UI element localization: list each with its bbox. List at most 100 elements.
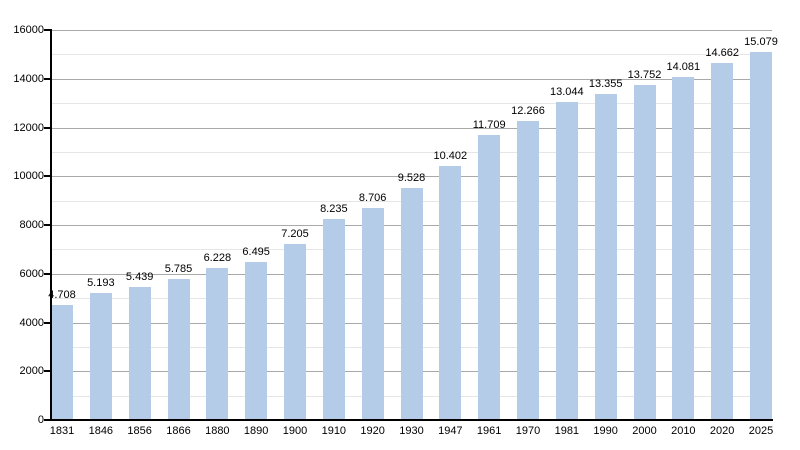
x-axis-tick-label: 1866 bbox=[166, 425, 191, 437]
bar-group-1856: 5.439 bbox=[125, 30, 154, 420]
y-axis-tick bbox=[44, 175, 50, 178]
bar-group-1846: 5.193 bbox=[87, 30, 115, 420]
bar bbox=[167, 279, 190, 420]
y-axis-line bbox=[50, 29, 52, 420]
y-axis-tick bbox=[44, 126, 50, 129]
bar-value-label: 8.235 bbox=[320, 203, 348, 215]
y-axis-tick bbox=[44, 224, 50, 226]
bar bbox=[517, 121, 539, 420]
bar-value-label: 13.752 bbox=[627, 69, 662, 81]
bar-group-1961: 11.709 bbox=[473, 30, 506, 420]
bar-group-1880: 6.228 bbox=[204, 30, 231, 420]
bar-group-1890: 6.495 bbox=[242, 30, 270, 420]
bar bbox=[361, 208, 384, 420]
bar-group-1910: 8.235 bbox=[320, 30, 348, 420]
y-axis-tick-label: 8000 bbox=[19, 219, 44, 231]
x-axis-tick-label: 1920 bbox=[360, 425, 385, 437]
bar-group-1970: 12.266 bbox=[511, 30, 545, 420]
bar-value-label: 8.706 bbox=[358, 192, 387, 204]
y-axis-tick-label: 0 bbox=[37, 414, 44, 426]
bar bbox=[555, 102, 578, 420]
bar-value-label: 11.709 bbox=[472, 119, 506, 131]
x-axis-tick-label: 1961 bbox=[476, 425, 502, 437]
x-axis-tick-label: 2020 bbox=[709, 425, 735, 437]
x-axis-tick-label: 2010 bbox=[671, 425, 696, 437]
bar-group-1930: 9.528 bbox=[397, 30, 426, 420]
x-axis-tick-label: 1910 bbox=[321, 425, 347, 437]
bar-value-label: 10.402 bbox=[433, 150, 468, 162]
x-axis-tick-label: 2025 bbox=[748, 425, 774, 437]
y-axis-tick-label: 2000 bbox=[19, 365, 44, 378]
bar-group-1866: 5.785 bbox=[164, 30, 193, 420]
bar-value-label: 5.439 bbox=[125, 271, 154, 283]
bar bbox=[633, 85, 656, 420]
bar bbox=[284, 244, 306, 420]
bar-group-1990: 13.355 bbox=[589, 30, 622, 420]
minor-gridline bbox=[51, 151, 772, 153]
y-axis-tick bbox=[44, 29, 50, 31]
bar-value-label: 4.708 bbox=[48, 289, 76, 301]
bar-group-1947: 10.402 bbox=[434, 30, 467, 420]
major-gridline bbox=[51, 30, 772, 31]
bar bbox=[206, 268, 229, 420]
bar-value-label: 13.355 bbox=[588, 78, 623, 90]
x-axis-tick-label: 1990 bbox=[593, 425, 618, 437]
bar-value-label: 9.528 bbox=[397, 172, 426, 184]
bar bbox=[711, 63, 734, 420]
x-axis-tick-label: 1900 bbox=[282, 425, 308, 437]
bar bbox=[245, 262, 268, 420]
major-gridline bbox=[51, 78, 772, 80]
bar bbox=[89, 293, 112, 420]
bar-group-2025: 15.079 bbox=[744, 30, 778, 420]
bar bbox=[128, 287, 151, 420]
minor-gridline bbox=[51, 103, 772, 105]
bar-group-1900: 7.205 bbox=[281, 30, 309, 420]
bar-value-label: 5.785 bbox=[164, 263, 193, 275]
x-axis-tick-label: 1970 bbox=[515, 425, 541, 437]
bar-group-1831: 4.708 bbox=[48, 30, 76, 420]
bar bbox=[51, 305, 73, 420]
y-axis-tick bbox=[44, 419, 50, 421]
x-axis-tick-label: 1846 bbox=[88, 425, 114, 437]
y-axis-tick-label: 10000 bbox=[13, 170, 44, 183]
bar-group-2000: 13.752 bbox=[628, 30, 661, 420]
y-axis-tick bbox=[44, 321, 50, 324]
bar-group-1920: 8.706 bbox=[358, 30, 387, 420]
y-axis-tick-label: 16000 bbox=[13, 24, 44, 36]
plot-area: 4.708 5.193 5.439 5.785 6.228 6.495 7.205 8.235… bbox=[48, 30, 778, 421]
x-axis-tick-label: 1856 bbox=[127, 425, 152, 437]
major-gridline bbox=[51, 176, 772, 178]
x-axis-tick-label: 1890 bbox=[243, 425, 269, 437]
bar-value-label: 14.081 bbox=[666, 61, 701, 73]
x-axis-tick-label: 2000 bbox=[632, 425, 657, 437]
bar bbox=[400, 188, 423, 420]
x-axis-tick-label: 1831 bbox=[49, 425, 75, 437]
bar-value-label: 6.495 bbox=[242, 246, 270, 258]
x-axis-line bbox=[50, 419, 773, 421]
bar-value-label: 7.205 bbox=[281, 228, 309, 240]
bar-value-label: 15.079 bbox=[744, 36, 778, 48]
bar bbox=[594, 94, 617, 420]
bar-value-label: 14.662 bbox=[705, 47, 739, 59]
bar-value-label: 12.266 bbox=[511, 105, 545, 117]
bar bbox=[439, 166, 462, 420]
y-axis-tick-label: 4000 bbox=[19, 316, 44, 329]
bar-value-label: 6.228 bbox=[203, 252, 232, 264]
x-axis-tick-label: 1981 bbox=[554, 425, 580, 437]
x-axis-tick-label: 1930 bbox=[399, 425, 424, 437]
x-axis-tick-label: 1947 bbox=[438, 425, 463, 437]
bar-group-1981: 13.044 bbox=[550, 30, 584, 420]
bar bbox=[750, 52, 772, 420]
y-axis-tick-label: 14000 bbox=[13, 72, 44, 85]
y-axis-tick bbox=[44, 272, 50, 275]
y-axis-tick bbox=[44, 370, 50, 373]
minor-gridline bbox=[51, 54, 772, 56]
bar bbox=[322, 219, 345, 420]
y-axis-tick-label: 6000 bbox=[19, 267, 44, 280]
x-axis-tick-label: 1880 bbox=[205, 425, 230, 437]
major-gridline bbox=[51, 127, 772, 129]
bar-value-label: 5.193 bbox=[87, 277, 115, 289]
bar-group-2010: 14.081 bbox=[667, 30, 700, 420]
y-axis-tick-label: 12000 bbox=[13, 121, 44, 134]
